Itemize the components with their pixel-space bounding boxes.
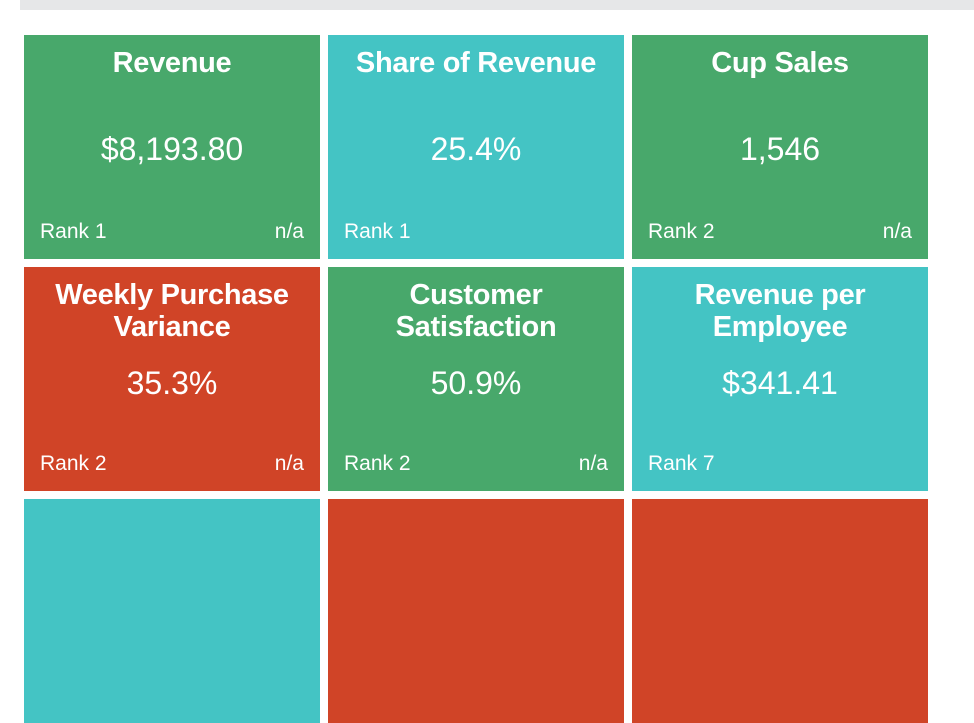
tile-title: Weekly Purchase Variance — [55, 279, 289, 343]
tile-change: n/a — [274, 220, 304, 243]
tile-value: 25.4% — [430, 131, 522, 167]
tile-title: Customer Satisfaction — [395, 279, 557, 343]
tile-rank: Rank 1 — [344, 220, 411, 243]
tile-value: $8,193.80 — [100, 131, 244, 167]
tile-title: Cup Sales — [711, 47, 849, 79]
top-bar — [20, 0, 974, 10]
kpi-tile-revenue[interactable]: Revenue $8,193.80 Rank 1 n/a — [24, 35, 320, 259]
kpi-tile-weekly-purchase-variance[interactable]: Weekly Purchase Variance 35.3% Rank 2 n/… — [24, 267, 320, 491]
kpi-tile-partial[interactable] — [24, 499, 320, 723]
kpi-tile-cup-sales[interactable]: Cup Sales 1,546 Rank 2 n/a — [632, 35, 928, 259]
kpi-tile-grid: Revenue $8,193.80 Rank 1 n/a Share of Re… — [24, 35, 929, 723]
tile-rank: Rank 2 — [344, 452, 411, 475]
tile-change: n/a — [274, 452, 304, 475]
tile-title: Share of Revenue — [355, 47, 597, 79]
tile-value: $341.41 — [722, 365, 838, 401]
tile-title: Revenue per Employee — [694, 279, 866, 343]
tile-value: 35.3% — [126, 365, 218, 401]
tile-rank: Rank 2 — [648, 220, 715, 243]
tile-change: n/a — [578, 452, 608, 475]
tile-rank: Rank 2 — [40, 452, 107, 475]
kpi-tile-partial[interactable] — [328, 499, 624, 723]
kpi-tile-revenue-per-employee[interactable]: Revenue per Employee $341.41 Rank 7 — [632, 267, 928, 491]
tile-rank: Rank 1 — [40, 220, 107, 243]
tile-value: 50.9% — [430, 365, 522, 401]
tile-value: 1,546 — [739, 131, 821, 167]
tile-title: Revenue — [112, 47, 232, 79]
kpi-tile-share-of-revenue[interactable]: Share of Revenue 25.4% Rank 1 — [328, 35, 624, 259]
tile-rank: Rank 7 — [648, 452, 715, 475]
kpi-tile-customer-satisfaction[interactable]: Customer Satisfaction 50.9% Rank 2 n/a — [328, 267, 624, 491]
tile-change: n/a — [882, 220, 912, 243]
kpi-tile-partial[interactable] — [632, 499, 928, 723]
